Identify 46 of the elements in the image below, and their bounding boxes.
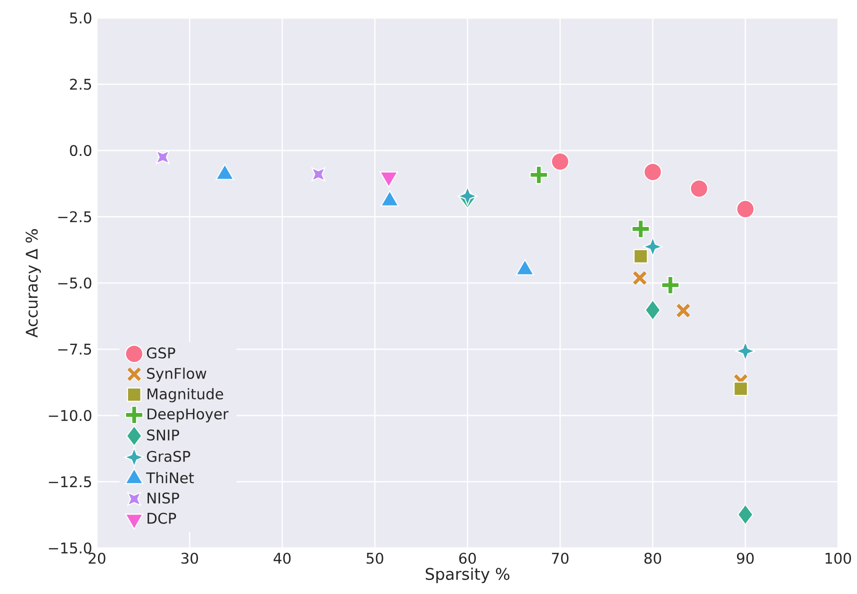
legend-label: NISP: [148, 492, 180, 504]
x-tick-label: 30: [181, 552, 198, 564]
point: [550, 152, 570, 171]
x-tick-label: 70: [552, 552, 568, 564]
y-tick-label: −15.0: [48, 542, 92, 554]
point: [156, 150, 170, 164]
point: [690, 179, 708, 198]
point: [676, 303, 691, 318]
legend-label: ThiNet: [146, 472, 194, 484]
point: [642, 236, 663, 257]
y-tick-label: −7.5: [58, 344, 92, 355]
point: [644, 299, 661, 321]
y-tick-label: 0.0: [70, 144, 92, 156]
y-tick-label: 2.5: [70, 78, 92, 90]
legend-label: DCP: [148, 512, 176, 524]
x-tick-label: 50: [366, 552, 384, 564]
x-tick-label: 40: [274, 552, 291, 564]
point: [632, 270, 648, 286]
y-tick-label: 5.0: [70, 12, 92, 24]
point: [632, 220, 650, 238]
y-axis-title: Accuracy Δ %: [26, 229, 41, 338]
point: [661, 276, 680, 294]
point: [736, 341, 756, 361]
point: [530, 166, 548, 184]
x-tick-label: 80: [644, 552, 662, 564]
point: [736, 200, 755, 218]
point: [644, 162, 662, 182]
point: [734, 382, 748, 396]
x-tick-label: 20: [88, 552, 106, 564]
y-tick-label: −5.0: [58, 277, 92, 289]
y-tick-label: −2.5: [58, 211, 92, 222]
legend-label: SNIP: [147, 430, 180, 441]
y-tick-label: −10.0: [48, 410, 92, 422]
legend-label: GSP: [146, 347, 176, 358]
x-tick-label: 90: [736, 552, 754, 564]
y-tick-label: −12.5: [48, 476, 92, 488]
legend-label: GraSP: [146, 450, 190, 462]
point: [737, 504, 754, 526]
x-tick-label: 100: [826, 552, 852, 564]
point: [634, 249, 648, 264]
x-axis-title: Sparsity %: [426, 568, 510, 584]
point: [311, 167, 326, 182]
legend-label: Magnitude: [148, 388, 224, 402]
x-tick-label: 60: [459, 552, 476, 564]
legend-label: DeepHoyer: [148, 408, 229, 422]
legend-label: SynFlow: [147, 368, 206, 382]
